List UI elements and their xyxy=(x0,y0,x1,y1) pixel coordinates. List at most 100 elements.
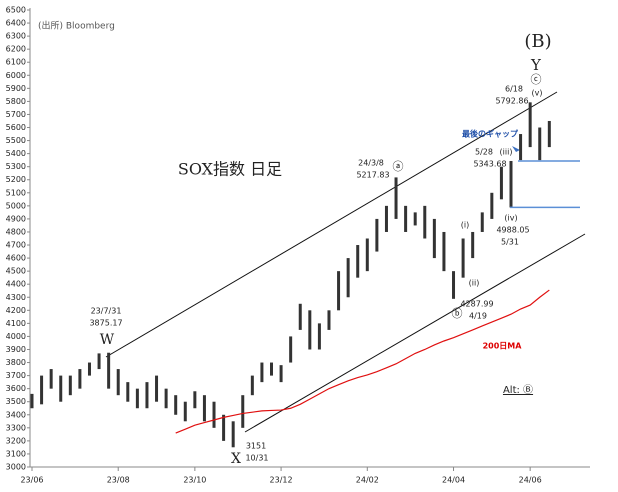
annotation: ⓐ xyxy=(393,160,404,173)
annotation: 4988.05 xyxy=(496,226,529,235)
channel-upper xyxy=(105,91,558,358)
price-bar xyxy=(97,353,101,370)
annotation: (ii) xyxy=(469,279,480,288)
y-tick-label: 6000 xyxy=(6,71,26,80)
price-bar xyxy=(413,212,417,226)
y-tick-label: 3400 xyxy=(6,410,26,419)
y-tick-label: 5300 xyxy=(6,162,26,171)
annotation: (出所) Bloomberg xyxy=(38,20,115,32)
y-tick-label: 4500 xyxy=(6,267,26,276)
y-tick-label: 3600 xyxy=(6,384,26,393)
annotation: 5792.86 xyxy=(495,97,528,106)
price-bar xyxy=(346,258,350,298)
price-bar xyxy=(394,177,398,219)
annotation: (i) xyxy=(461,221,469,230)
y-tick-label: 4200 xyxy=(6,306,26,315)
y-tick-label: 6300 xyxy=(6,32,26,41)
price-bar xyxy=(260,362,264,383)
x-tick-label: 23/12 xyxy=(270,476,293,485)
y-tick-label: 4100 xyxy=(6,319,26,328)
annotation: ⓑ xyxy=(452,307,463,320)
price-bar xyxy=(164,388,168,409)
annotation: 6/18 xyxy=(505,85,523,94)
y-tick-label: 3000 xyxy=(6,463,26,472)
y-tick-label: 4900 xyxy=(6,214,26,223)
price-bar xyxy=(298,303,302,330)
annotation: 10/31 xyxy=(245,454,268,463)
price-bar xyxy=(337,271,341,311)
y-tick-label: 3700 xyxy=(6,371,26,380)
gap-arrow xyxy=(512,146,520,152)
annotation: Y xyxy=(530,56,542,74)
y-tick-label: 6100 xyxy=(6,58,26,67)
price-bar xyxy=(442,231,446,272)
price-bar xyxy=(183,401,187,422)
y-tick-label: 5000 xyxy=(6,201,26,210)
price-bar xyxy=(40,375,44,405)
x-tick-label: 23/08 xyxy=(107,476,130,485)
y-tick-label: 4800 xyxy=(6,227,26,236)
annotation: ⓒ xyxy=(531,73,542,86)
price-bar xyxy=(461,238,465,278)
y-tick-label: 5200 xyxy=(6,175,26,184)
price-bar xyxy=(30,393,34,409)
price-bar xyxy=(78,369,82,389)
price-bar xyxy=(375,218,379,252)
price-bar xyxy=(499,166,503,200)
annotation: 5/31 xyxy=(501,238,519,247)
y-tick-label: 3800 xyxy=(6,358,26,367)
y-tick-label: 5400 xyxy=(6,149,26,158)
price-bar xyxy=(317,323,321,350)
price-bar xyxy=(538,127,542,161)
ma-line xyxy=(175,289,550,434)
channel-lower xyxy=(244,233,586,433)
annotation: SOX指数 日足 xyxy=(178,160,282,179)
price-bar xyxy=(404,205,408,232)
y-tick-label: 3900 xyxy=(6,345,26,354)
y-tick-label: 3500 xyxy=(6,397,26,406)
price-bar xyxy=(547,120,551,148)
price-bar xyxy=(49,369,53,389)
price-bar xyxy=(423,205,427,239)
price-bar xyxy=(308,310,312,350)
y-tick-label: 3100 xyxy=(6,449,26,458)
price-bar xyxy=(126,382,130,402)
annotation: 24/3/8 xyxy=(358,159,384,168)
annotation: W xyxy=(100,332,115,348)
price-bar xyxy=(202,395,206,422)
y-tick-label: 4000 xyxy=(6,332,26,341)
price-bar xyxy=(490,192,494,219)
price-bar xyxy=(528,102,532,148)
price-bar xyxy=(193,391,197,409)
annotation: 5343.68 xyxy=(473,160,506,169)
price-bar xyxy=(107,352,111,389)
price-bar xyxy=(471,231,475,259)
y-tick-label: 5900 xyxy=(6,84,26,93)
price-bar xyxy=(68,375,72,396)
annotation: 5217.83 xyxy=(356,171,389,180)
x-tick-label: 24/06 xyxy=(519,476,542,485)
y-tick-label: 6500 xyxy=(6,6,26,15)
price-bar xyxy=(384,205,388,232)
annotation: (iv) xyxy=(504,214,517,223)
y-tick-label: 6400 xyxy=(6,19,26,28)
annotation: X xyxy=(231,451,241,467)
price-bar xyxy=(289,336,293,363)
price-bar xyxy=(135,388,139,409)
y-tick-label: 5100 xyxy=(6,188,26,197)
price-bar xyxy=(250,375,254,396)
y-tick-label: 3300 xyxy=(6,423,26,432)
y-tick-label: 4600 xyxy=(6,254,26,263)
price-bar xyxy=(212,401,216,428)
price-bar xyxy=(59,375,63,402)
y-tick-label: 4400 xyxy=(6,280,26,289)
price-bar xyxy=(231,421,235,448)
x-tick-label: 23/10 xyxy=(183,476,206,485)
y-tick-label: 5500 xyxy=(6,136,26,145)
y-tick-label: 6200 xyxy=(6,45,26,54)
price-bar xyxy=(519,134,523,161)
annotation: 最後のギャップ xyxy=(462,129,519,139)
annotation: 4287.99 xyxy=(460,300,493,309)
y-tick-label: 5800 xyxy=(6,97,26,106)
